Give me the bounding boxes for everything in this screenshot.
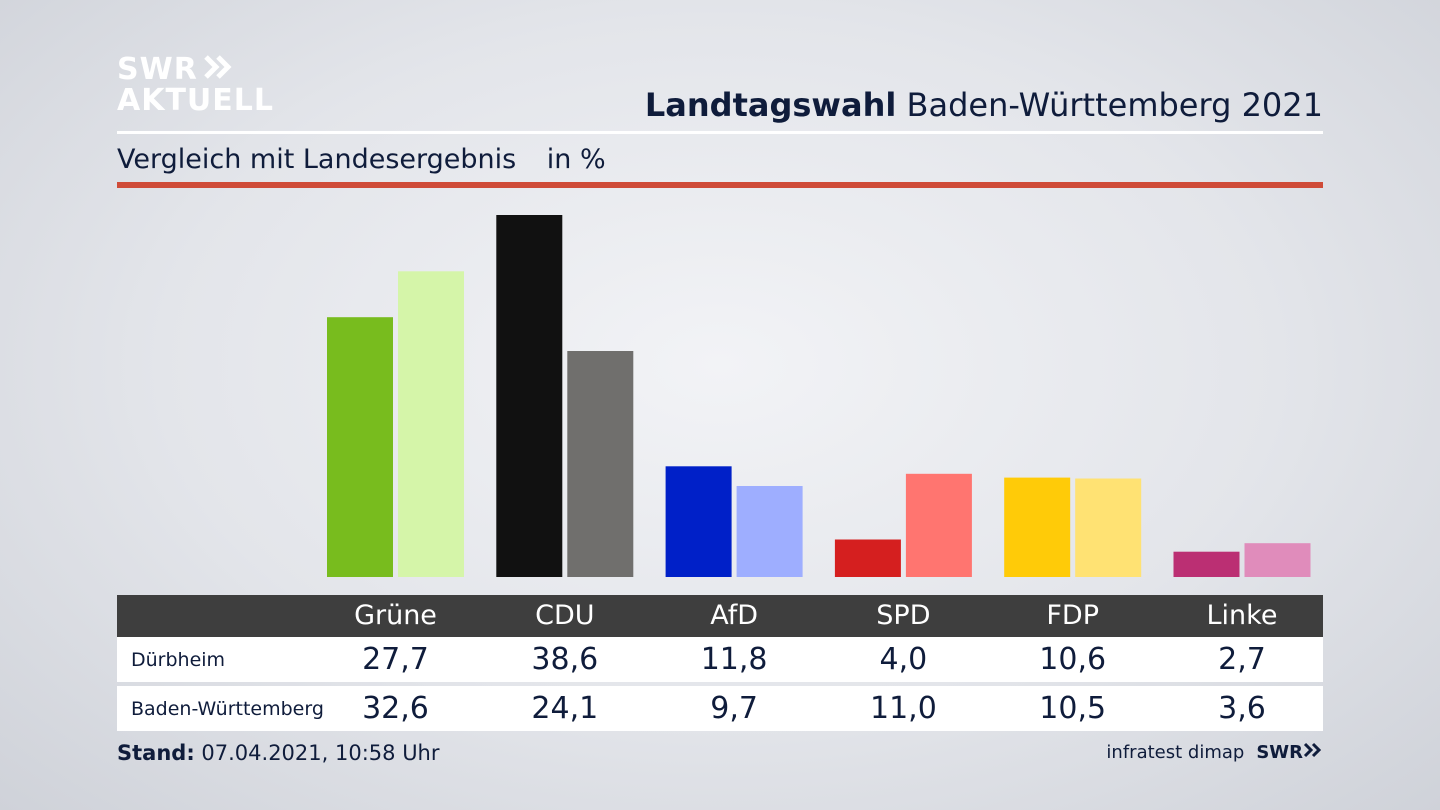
source-name: infratest dimap [1106, 742, 1245, 763]
bar-spd-durbheim [834, 539, 901, 577]
timestamp: Stand: 07.04.2021, 10:58 Uhr [117, 741, 440, 765]
bar-fdp-baden-wuerttemberg [1075, 478, 1142, 577]
bar-fdp-durbheim [1004, 477, 1071, 577]
bar-afd-baden-wuerttemberg [736, 486, 803, 577]
value-row1-linke: 2,7 [1218, 642, 1266, 677]
double-chevron-icon [204, 54, 234, 85]
swr-brand: SWR [1256, 742, 1323, 763]
value-row2-cdu: 24,1 [531, 691, 599, 726]
swr-aktuell-logo: SWR AKTUELL [117, 54, 274, 116]
title-bold: Landtagswahl [644, 86, 897, 124]
logo-line1: SWR [117, 52, 198, 87]
value-row1-afd: 11,8 [700, 642, 768, 677]
logo-line2: AKTUELL [117, 83, 275, 118]
subtitle-text: Vergleich mit Landesergebnis [117, 144, 517, 175]
bar-cdu-baden-wuerttemberg [567, 351, 634, 577]
title-divider [117, 131, 1323, 134]
double-chevron-icon [1303, 742, 1323, 763]
row-label-durbheim: Dürbheim [131, 649, 226, 671]
column-header-linke: Linke [1206, 600, 1278, 631]
subtitle-divider [117, 182, 1323, 188]
value-row2-linke: 3,6 [1218, 691, 1266, 726]
column-header-afd: AfD [710, 600, 758, 631]
column-header-spd: SPD [876, 600, 931, 631]
table-row-durbheim: Dürbheim 27,7 38,6 11,8 4,0 10,6 2,7 [117, 637, 1323, 682]
value-row2-afd: 9,7 [710, 691, 758, 726]
column-header-fdp: FDP [1046, 600, 1099, 631]
swr-brand-text: SWR [1256, 742, 1303, 763]
column-header-grüne: Grüne [354, 600, 437, 631]
bar-chart [327, 215, 1311, 577]
title-rest: Baden-Württemberg 2021 [906, 86, 1324, 124]
page-title: Landtagswahl Baden-Württemberg 2021 [645, 86, 1323, 124]
value-row1-fdp: 10,6 [1039, 642, 1107, 677]
value-row1-spd: 4,0 [879, 642, 928, 677]
value-row2-fdp: 10,5 [1039, 691, 1107, 726]
value-row1-cdu: 38,6 [531, 642, 599, 677]
subtitle-unit: in % [546, 144, 606, 175]
bar-linke-durbheim [1173, 551, 1240, 577]
bar-cdu-durbheim [496, 215, 563, 577]
bar-linke-baden-wuerttemberg [1244, 543, 1311, 577]
value-row2-grüne: 32,6 [362, 691, 429, 726]
bar-afd-durbheim [665, 466, 732, 577]
bar-spd-baden-wuerttemberg [905, 473, 972, 577]
stand-value: 07.04.2021, 10:58 Uhr [201, 741, 440, 765]
row-label-baden-wuerttemberg: Baden-Württemberg [131, 698, 324, 720]
value-row2-spd: 11,0 [869, 691, 937, 726]
results-table: Grüne CDU AfD SPD FDP Linke Dürbheim 27,7 38,6… [117, 595, 1323, 731]
table-header: Grüne CDU AfD SPD FDP Linke [117, 595, 1323, 637]
subtitle: Vergleich mit Landesergebnis in % [117, 144, 606, 175]
source-credit: infratest dimap SWR [1106, 742, 1323, 763]
column-header-cdu: CDU [535, 600, 595, 631]
bar-grüne-baden-wuerttemberg [398, 271, 464, 577]
bar-grüne-durbheim [327, 317, 393, 577]
value-row1-grüne: 27,7 [362, 642, 429, 677]
table-row-baden-wuerttemberg: Baden-Württemberg 32,6 24,1 9,7 11,0 10,5 3,6 [117, 686, 1323, 731]
stand-label: Stand: [117, 741, 195, 765]
